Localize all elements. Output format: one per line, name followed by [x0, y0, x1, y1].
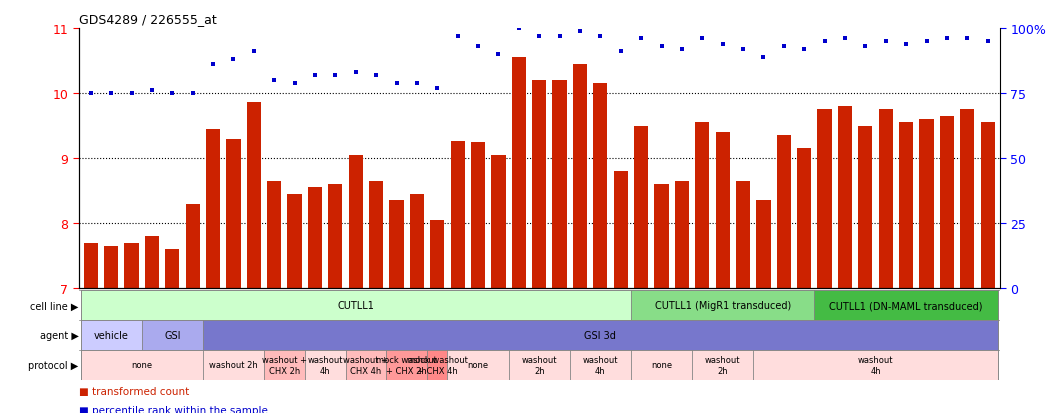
Text: none: none	[468, 361, 489, 370]
Bar	[919, 120, 934, 289]
Text: GDS4289 / 226555_at: GDS4289 / 226555_at	[79, 13, 217, 26]
Bar	[654, 185, 669, 289]
Text: washout
2h: washout 2h	[521, 356, 557, 375]
Text: protocol ▶: protocol ▶	[28, 360, 79, 370]
Text: CUTLL1 (MigR1 transduced): CUTLL1 (MigR1 transduced)	[654, 301, 790, 311]
Bar	[430, 221, 444, 289]
Bar	[84, 243, 97, 289]
Bar	[570, 350, 631, 380]
Bar	[715, 133, 730, 289]
Bar	[532, 81, 547, 289]
Bar	[427, 350, 447, 380]
Text: vehicle: vehicle	[93, 330, 129, 340]
Bar	[288, 195, 302, 289]
Bar	[878, 110, 893, 289]
Bar	[450, 141, 465, 289]
Bar	[267, 182, 282, 289]
Bar	[203, 320, 998, 350]
Bar	[308, 188, 322, 289]
Bar	[104, 247, 118, 289]
Text: CUTLL1: CUTLL1	[337, 301, 374, 311]
Bar	[573, 64, 587, 289]
Bar	[981, 123, 995, 289]
Bar	[328, 185, 342, 289]
Text: mock washout
+ CHX 2h: mock washout + CHX 2h	[376, 356, 438, 375]
Bar	[491, 156, 506, 289]
Bar	[797, 149, 811, 289]
Bar	[753, 350, 998, 380]
Bar	[634, 126, 648, 289]
Text: none: none	[651, 361, 672, 370]
Bar	[899, 123, 913, 289]
Bar	[125, 243, 138, 289]
Bar	[631, 350, 692, 380]
Bar	[553, 81, 566, 289]
Bar	[409, 195, 424, 289]
Text: washout
4h: washout 4h	[857, 356, 893, 375]
Bar	[346, 350, 386, 380]
Text: washout
2h: washout 2h	[705, 356, 740, 375]
Text: CUTLL1 (DN-MAML transduced): CUTLL1 (DN-MAML transduced)	[829, 301, 983, 311]
Bar	[512, 58, 526, 289]
Bar	[815, 291, 998, 320]
Bar	[631, 291, 815, 320]
Bar	[141, 320, 203, 350]
Text: washout
4h: washout 4h	[308, 356, 343, 375]
Bar	[81, 350, 203, 380]
Text: ■ transformed count: ■ transformed count	[79, 387, 188, 396]
Bar	[594, 84, 607, 289]
Text: mock washout
+ CHX 4h: mock washout + CHX 4h	[407, 356, 468, 375]
Bar	[859, 126, 872, 289]
Bar	[960, 110, 975, 289]
Bar	[81, 291, 631, 320]
Bar	[369, 182, 383, 289]
Bar	[674, 182, 689, 289]
Bar	[614, 172, 628, 289]
Text: cell line ▶: cell line ▶	[30, 301, 79, 311]
Bar	[756, 201, 771, 289]
Bar	[264, 350, 305, 380]
Bar	[349, 156, 363, 289]
Bar	[185, 204, 200, 289]
Bar	[305, 350, 346, 380]
Text: ■ percentile rank within the sample: ■ percentile rank within the sample	[79, 405, 267, 413]
Bar	[818, 110, 831, 289]
Bar	[509, 350, 570, 380]
Text: GSI 3d: GSI 3d	[584, 330, 617, 340]
Text: GSI: GSI	[164, 330, 180, 340]
Bar	[81, 320, 141, 350]
Text: none: none	[131, 361, 152, 370]
Bar	[389, 201, 404, 289]
Bar	[144, 237, 159, 289]
Bar	[777, 136, 790, 289]
Bar	[247, 102, 261, 289]
Bar	[206, 130, 220, 289]
Text: washout +
CHX 4h: washout + CHX 4h	[343, 356, 388, 375]
Bar	[736, 182, 751, 289]
Text: washout
4h: washout 4h	[582, 356, 618, 375]
Text: agent ▶: agent ▶	[40, 330, 79, 340]
Bar	[940, 116, 954, 289]
Bar	[165, 250, 179, 289]
Bar	[838, 107, 852, 289]
Bar	[386, 350, 427, 380]
Text: washout +
CHX 2h: washout + CHX 2h	[262, 356, 307, 375]
Bar	[695, 123, 710, 289]
Text: washout 2h: washout 2h	[209, 361, 258, 370]
Bar	[203, 350, 264, 380]
Bar	[471, 142, 485, 289]
Bar	[692, 350, 753, 380]
Bar	[447, 350, 509, 380]
Bar	[226, 139, 241, 289]
